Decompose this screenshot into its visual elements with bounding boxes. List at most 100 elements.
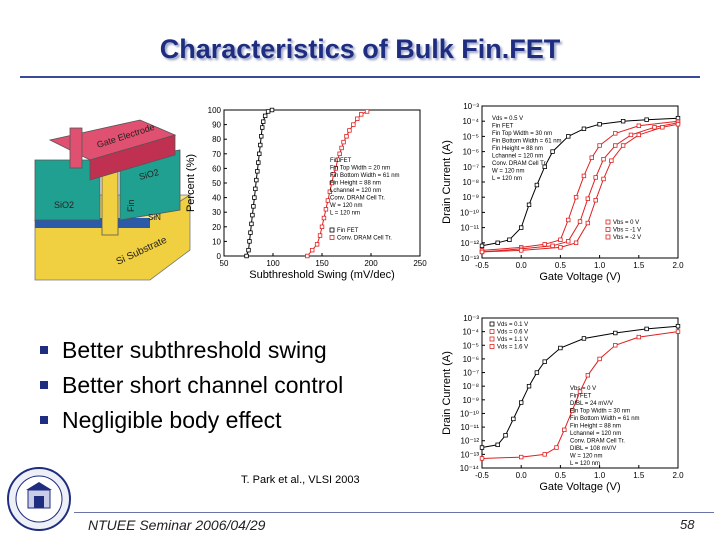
annotation-text: W = 120 nm: [570, 454, 603, 460]
data-point: [331, 172, 336, 177]
annotation-text: Fin FET: [570, 394, 592, 400]
data-point: [581, 336, 587, 341]
data-point: [644, 117, 649, 122]
data-point: [581, 173, 587, 179]
x-tick-label: 200: [364, 259, 378, 268]
bullet-text: Negligible body effect: [62, 407, 282, 433]
data-point: [519, 248, 524, 253]
data-point: [335, 157, 340, 162]
y-tick-label: 60: [212, 164, 221, 173]
data-point: [573, 240, 579, 245]
data-point: [247, 239, 252, 244]
data-point: [613, 343, 618, 348]
annotation-text: Fin Bottom Width = 61 nm: [330, 173, 400, 179]
data-point: [248, 230, 253, 235]
y-tick-label: 10⁻⁸: [463, 382, 480, 391]
y-axis-label: Drain Current (A): [441, 140, 453, 224]
legend-marker: [329, 227, 335, 233]
annotation-text: Fin Bottom Width = 61 nm: [492, 139, 562, 145]
data-point: [542, 242, 547, 247]
data-point: [260, 125, 265, 130]
bullet-square-icon: [40, 381, 48, 389]
x-axis-label: Gate Voltage (V): [539, 271, 620, 283]
annotation-text: Fin Height = 88 nm: [492, 146, 543, 152]
data-point: [325, 198, 331, 203]
data-point: [593, 175, 598, 180]
series-line: [481, 331, 679, 459]
annotation-text: Fin Top Width = 20 nm: [330, 166, 390, 172]
data-point: [503, 433, 508, 438]
bullet-text: Better short channel control: [62, 372, 344, 398]
data-point: [519, 225, 524, 230]
data-point: [305, 253, 310, 259]
annotation-text: Lchannel = 120 nm: [570, 431, 621, 437]
legend-marker: [329, 235, 335, 240]
x-tick-label: -0.5: [475, 471, 489, 480]
subthreshold-swing-chart: 50 100 150 200 2500102030405060708090100Subt…: [185, 106, 427, 281]
citation: T. Park et al., VLSI 2003: [241, 474, 360, 486]
legend-entry: Vbs = -1 V: [613, 228, 641, 234]
data-point: [597, 356, 602, 362]
annotation-text: Fin Height = 88 nm: [570, 424, 621, 430]
data-point: [507, 237, 512, 242]
legend-marker: [489, 344, 495, 349]
footer-event: NTUEE Seminar 2006/04/29: [88, 517, 266, 533]
data-point: [249, 221, 254, 227]
legend-marker: [605, 234, 611, 240]
data-point: [317, 233, 323, 238]
data-point: [585, 196, 591, 201]
data-point: [609, 158, 614, 163]
data-point: [569, 408, 575, 413]
annotation-text: DIBL = 108 mV/V: [570, 446, 616, 452]
annotation-text: Fin Top Width = 30 nm: [570, 409, 630, 415]
device-label-nitride: SiN: [148, 213, 161, 222]
plot-frame: [223, 109, 421, 257]
y-tick-label: 10⁻⁶: [463, 148, 479, 157]
university-seal-logo: [7, 467, 71, 531]
y-tick-label: 100: [208, 106, 222, 115]
y-tick-label: 10⁻⁶: [463, 355, 479, 364]
finfet-device-illustration: Gate Electrode SiO2 Fin SiO2 SiN Si Subs…: [33, 119, 192, 281]
data-point: [597, 122, 602, 127]
x-tick-label: 250: [413, 259, 427, 268]
data-point: [355, 116, 360, 121]
y-tick-label: 10⁻¹⁰: [460, 208, 479, 217]
data-point: [495, 240, 500, 245]
annotation-text: W = 120 nm: [330, 203, 363, 209]
legend-entry: Vds = 1.6 V: [497, 345, 528, 351]
annotation-text: Conv. DRAM Cell Tr.: [570, 439, 625, 445]
legend-entry: Vds = 0.6 V: [497, 330, 528, 336]
data-point: [526, 202, 532, 207]
annotation-text: Fin Height = 88 nm: [330, 181, 381, 187]
y-tick-label: 10⁻⁴: [462, 117, 479, 126]
x-tick-label: 2.0: [672, 471, 684, 480]
data-point: [251, 204, 256, 209]
x-axis-label: Subthreshold Swing (mV/dec): [249, 269, 395, 281]
data-point: [628, 132, 634, 138]
annotation-text: L = 120 nm: [492, 176, 522, 182]
data-point: [566, 239, 571, 244]
bullet-square-icon: [40, 416, 48, 424]
series-line: [481, 120, 679, 251]
y-tick-label: 10⁻³: [463, 102, 479, 111]
data-point: [319, 224, 325, 229]
x-tick-label: 100: [266, 259, 280, 268]
annotation-text: L = 120 nm: [330, 211, 360, 217]
data-point: [554, 445, 559, 450]
data-point: [660, 125, 665, 130]
data-point: [479, 249, 485, 255]
data-point: [613, 330, 618, 336]
x-tick-label: 150: [315, 259, 329, 268]
data-point: [585, 220, 591, 226]
data-point: [244, 253, 249, 259]
legend-entry: Vds = 1.1 V: [497, 337, 528, 343]
data-point: [534, 182, 540, 188]
y-tick-label: 10: [212, 237, 221, 246]
x-tick-label: 0.5: [555, 471, 567, 480]
data-point: [364, 109, 370, 114]
data-point: [675, 122, 681, 127]
data-point: [258, 142, 263, 148]
data-point: [265, 109, 271, 114]
data-point: [585, 373, 591, 378]
data-point: [261, 119, 266, 124]
